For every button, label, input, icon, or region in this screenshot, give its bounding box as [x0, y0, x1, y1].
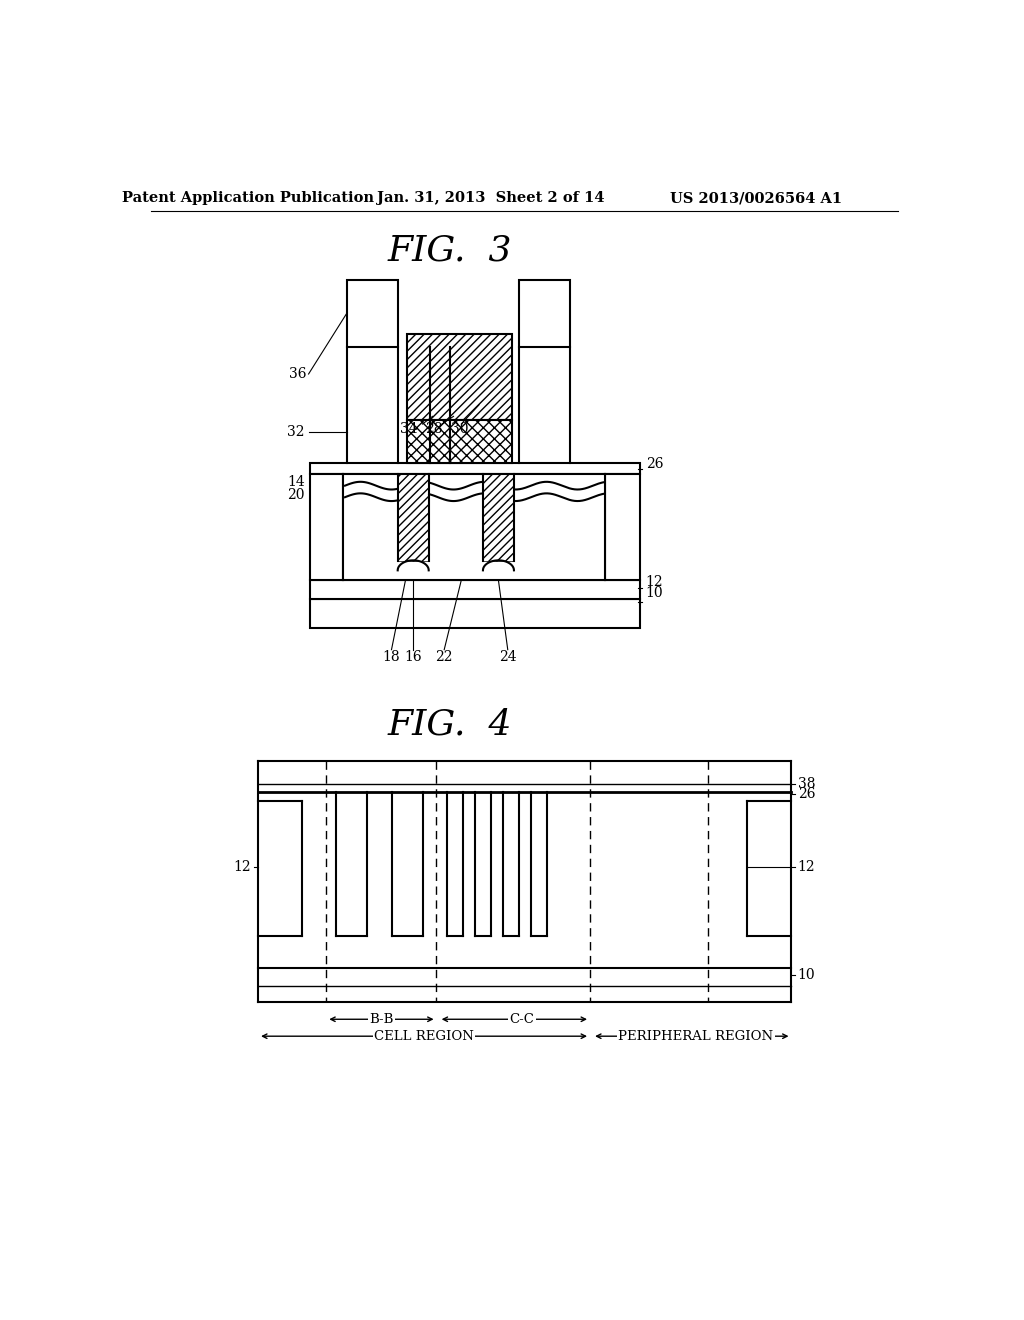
- Polygon shape: [407, 334, 512, 420]
- Text: PERIPHERAL REGION: PERIPHERAL REGION: [618, 1030, 773, 1043]
- Text: FIG.  4: FIG. 4: [387, 708, 512, 742]
- Text: 10: 10: [798, 968, 815, 982]
- Polygon shape: [310, 599, 640, 628]
- Polygon shape: [483, 474, 514, 561]
- Text: 12: 12: [646, 576, 664, 589]
- Text: Jan. 31, 2013  Sheet 2 of 14: Jan. 31, 2013 Sheet 2 of 14: [377, 191, 604, 206]
- Text: 12: 12: [232, 859, 251, 874]
- Text: 38: 38: [798, 776, 815, 791]
- Text: 20: 20: [287, 488, 305, 502]
- Text: 28: 28: [425, 422, 442, 437]
- Text: 32: 32: [287, 425, 305, 438]
- Text: 26: 26: [798, 787, 815, 801]
- Text: FIG.  3: FIG. 3: [387, 234, 512, 268]
- Text: Patent Application Publication: Patent Application Publication: [122, 191, 374, 206]
- Text: US 2013/0026564 A1: US 2013/0026564 A1: [670, 191, 842, 206]
- Polygon shape: [347, 280, 397, 347]
- Polygon shape: [519, 280, 569, 347]
- Polygon shape: [343, 474, 604, 581]
- Polygon shape: [310, 463, 640, 474]
- Text: 10: 10: [646, 586, 664, 599]
- Text: 34: 34: [399, 422, 418, 437]
- Polygon shape: [310, 474, 343, 581]
- Polygon shape: [604, 474, 640, 581]
- Polygon shape: [397, 474, 429, 561]
- Polygon shape: [407, 420, 512, 463]
- Text: 18: 18: [383, 651, 400, 664]
- Text: 14: 14: [287, 475, 305, 488]
- Text: 12: 12: [798, 859, 815, 874]
- Text: 26: 26: [646, 457, 664, 471]
- Polygon shape: [310, 581, 640, 599]
- Text: C-C: C-C: [510, 1012, 535, 1026]
- Text: 22: 22: [435, 651, 453, 664]
- Text: 16: 16: [404, 651, 422, 664]
- Text: 24: 24: [499, 651, 516, 664]
- Text: B-B: B-B: [370, 1012, 393, 1026]
- Text: 36: 36: [289, 367, 306, 381]
- Text: CELL REGION: CELL REGION: [374, 1030, 474, 1043]
- Text: 30: 30: [451, 422, 468, 437]
